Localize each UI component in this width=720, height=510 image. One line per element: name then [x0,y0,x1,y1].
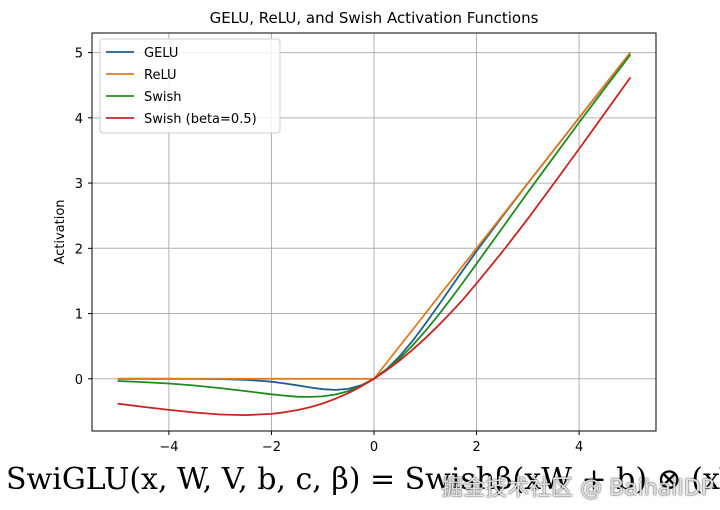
x-tick-label: 0 [370,440,378,455]
x-tick-label: −2 [262,440,281,455]
y-tick-label: 3 [75,177,83,192]
series-layer [117,52,632,416]
watermark-text: 掘金技术社区 @ BaihaiIDP [441,476,714,501]
y-tick-label: 1 [75,308,83,323]
legend-label: GELU [144,46,178,61]
y-tick-label: 0 [75,373,83,388]
y-axis-label: Activation [53,199,68,264]
y-tick-label: 4 [75,112,83,127]
y-tick-label: 2 [75,242,83,257]
legend-box [99,38,281,134]
series-line-swish-beta-0-5 [117,76,632,416]
x-tick-label: 4 [575,440,583,455]
legend-label: ReLU [144,68,177,83]
legend-label: Swish [144,90,182,105]
swiglu-formula: SwiGLU(x, W, V, b, c, β) = Swishβ(xW + b… [6,462,720,497]
legend-label: Swish (beta=0.5) [144,112,257,127]
chart-title: GELU, ReLU, and Swish Activation Functio… [210,9,539,27]
chart: −4 −2 0 2 4 0 1 2 3 4 5 GELU, ReLU, and Swish Acti… [53,9,657,455]
ticks: −4 −2 0 2 4 0 1 2 3 4 5 [75,47,584,455]
grid [92,33,656,431]
x-tick-label: −4 [159,440,178,455]
y-tick-label: 5 [75,47,83,62]
chart-svg: −4 −2 0 2 4 0 1 2 3 4 5 GELU, ReLU, and Swish Acti… [53,9,657,455]
x-tick-label: 2 [472,440,480,455]
legend: GELU ReLU Swish Swish (beta=0.5) [99,38,281,134]
